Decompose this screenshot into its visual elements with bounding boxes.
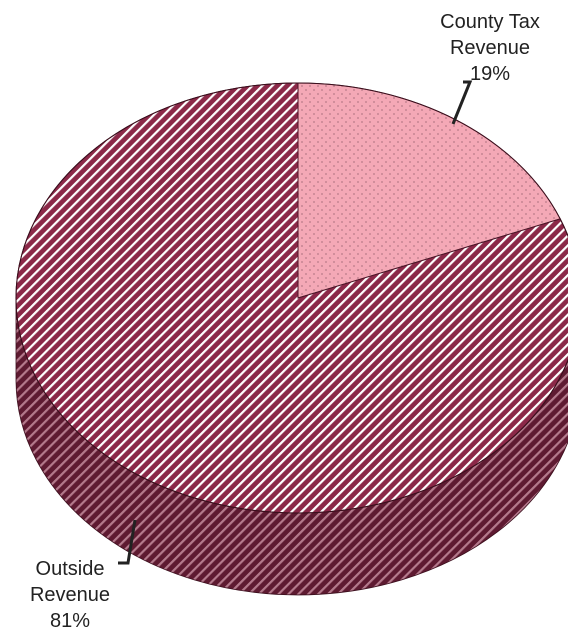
leader-line-1 <box>118 519 137 565</box>
slice-label-1-line-0: Outside <box>36 558 105 580</box>
slice-label-1-line-1: Revenue <box>30 584 110 606</box>
pie-top-face <box>15 82 568 514</box>
slice-label-0-line-0: County Tax <box>440 11 540 33</box>
leader-line-0 <box>451 80 473 125</box>
slice-label-0-line-2: 19% <box>470 63 510 85</box>
slice-label-1-line-2: 81% <box>50 610 90 632</box>
leader-lines <box>118 80 473 565</box>
slice-labels: County Tax Revenue 19% Outside Revenue 81% <box>30 11 540 632</box>
pie-rim <box>15 82 568 514</box>
slice-label-0: County Tax Revenue 19% <box>440 11 540 85</box>
slice-label-1: Outside Revenue 81% <box>30 558 110 632</box>
slice-label-0-line-1: Revenue <box>450 37 530 59</box>
